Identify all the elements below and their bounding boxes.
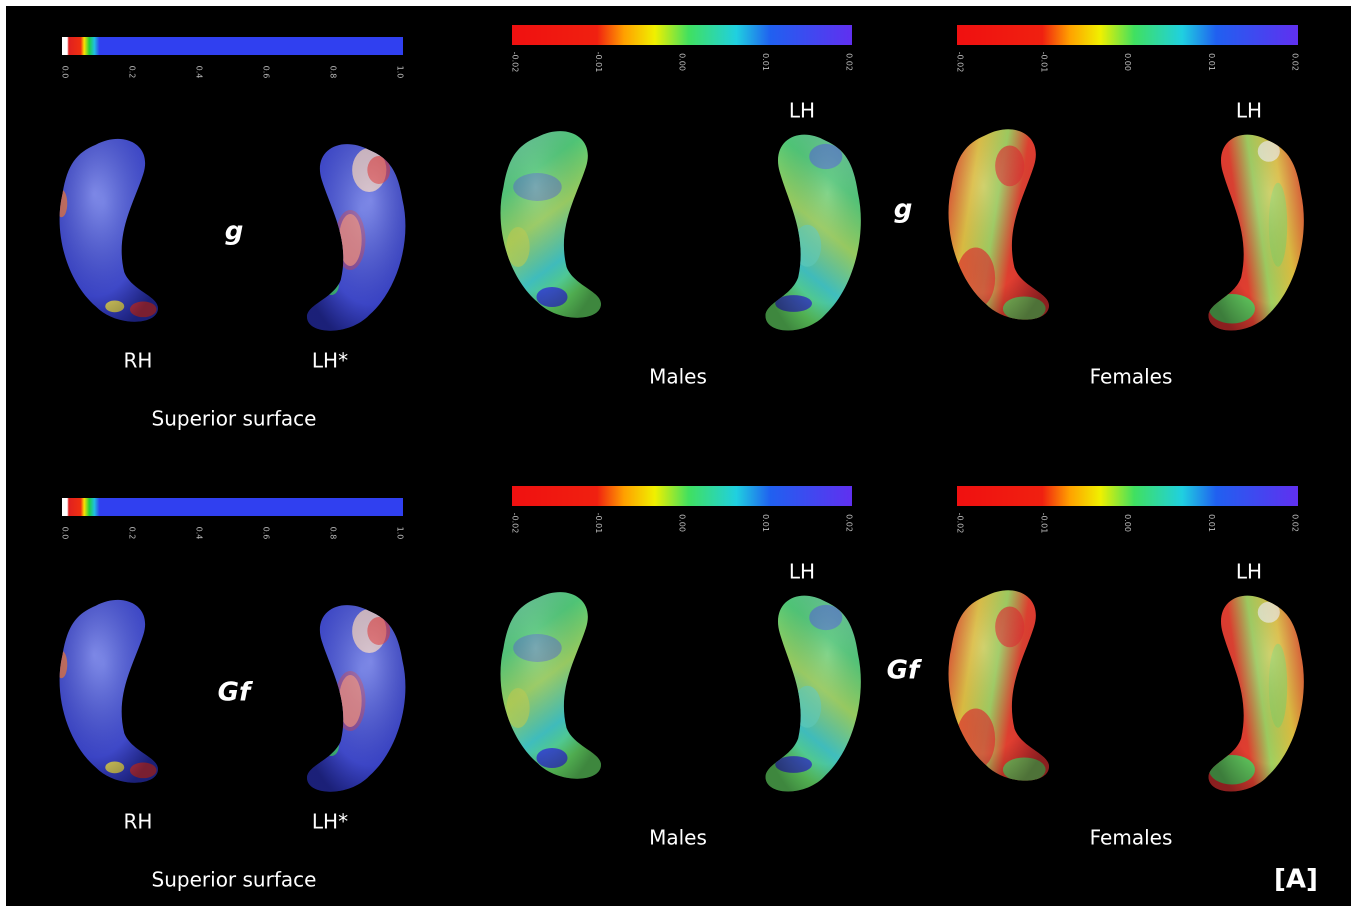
hemisphere-label: LH* (312, 349, 348, 373)
colorbar-tick-label: -0.01 (594, 513, 603, 534)
colorbar-tick-label: -0.01 (1039, 52, 1048, 73)
variable-label: Gf (218, 678, 254, 708)
colorbar-tick-label: 0.02 (1291, 514, 1300, 532)
hemisphere-label: LH (1236, 560, 1262, 584)
colorbar-tick-label: 0.4 (195, 527, 204, 540)
variable-label: Gf (887, 656, 923, 686)
colorbar-tick-label: -0.02 (511, 52, 520, 73)
figure: 0.0 0.2 0.4 0.6 0.8 1.0 g RH LH* Superior surface… (0, 0, 1357, 912)
colorbar-tick-label: 0.00 (1123, 514, 1132, 532)
panel-label: [A] (1274, 865, 1318, 895)
page: {"rows": [ {"variable": "g", "left": {"c… (0, 0, 1357, 912)
colorbar-tick-label: 0.0 (61, 527, 70, 540)
colorbar-tick-label: 0.01 (761, 53, 770, 71)
colorbar-tick-label: -0.02 (511, 513, 520, 534)
colorbar-tick-label: 0.6 (262, 527, 271, 540)
caption: Males (649, 365, 707, 389)
colorbar-tick-label: 0.0 (61, 66, 70, 79)
colorbar-tick-label: 0.01 (1207, 514, 1216, 532)
colorbar (512, 25, 852, 45)
hemisphere-label: RH (124, 349, 153, 373)
colorbar-tick-label: 0.4 (195, 66, 204, 79)
hemisphere-label: LH (789, 99, 815, 123)
colorbar (62, 498, 403, 516)
caption: Superior surface (152, 868, 317, 892)
hemisphere-label: RH (124, 810, 153, 834)
colorbar-tick-label: 0.02 (845, 53, 854, 71)
colorbar-tick-label: 0.01 (1207, 53, 1216, 71)
background (6, 6, 1351, 906)
colorbar-tick-label: -0.02 (956, 513, 965, 534)
colorbar-tick-label: -0.01 (594, 52, 603, 73)
colorbar (957, 25, 1298, 45)
colorbar-tick-label: 0.00 (678, 514, 687, 532)
variable-label: g (225, 217, 244, 247)
caption: Males (649, 826, 707, 850)
caption: Females (1090, 826, 1173, 850)
caption: Superior surface (152, 407, 317, 431)
colorbar-tick-label: 0.8 (329, 66, 338, 79)
colorbar (512, 486, 852, 506)
colorbar-tick-label: -0.02 (956, 52, 965, 73)
colorbar-tick-label: 0.8 (329, 527, 338, 540)
colorbar-tick-label: 0.00 (1123, 53, 1132, 71)
colorbar-tick-label: 0.6 (262, 66, 271, 79)
colorbar-tick-label: 0.01 (761, 514, 770, 532)
colorbar-tick-label: -0.01 (1039, 513, 1048, 534)
variable-label: g (894, 195, 913, 225)
colorbar-tick-label: 1.0 (396, 66, 405, 79)
hemisphere-label: LH (1236, 99, 1262, 123)
colorbar-tick-label: 0.00 (678, 53, 687, 71)
colorbar (62, 37, 403, 55)
colorbar (957, 486, 1298, 506)
colorbar-tick-label: 0.2 (128, 527, 137, 540)
hemisphere-label: LH (789, 560, 815, 584)
colorbar-tick-label: 0.02 (845, 514, 854, 532)
hemisphere-label: LH* (312, 810, 348, 834)
colorbar-tick-label: 0.2 (128, 66, 137, 79)
caption: Females (1090, 365, 1173, 389)
colorbar-tick-label: 0.02 (1291, 53, 1300, 71)
colorbar-tick-label: 1.0 (396, 527, 405, 540)
